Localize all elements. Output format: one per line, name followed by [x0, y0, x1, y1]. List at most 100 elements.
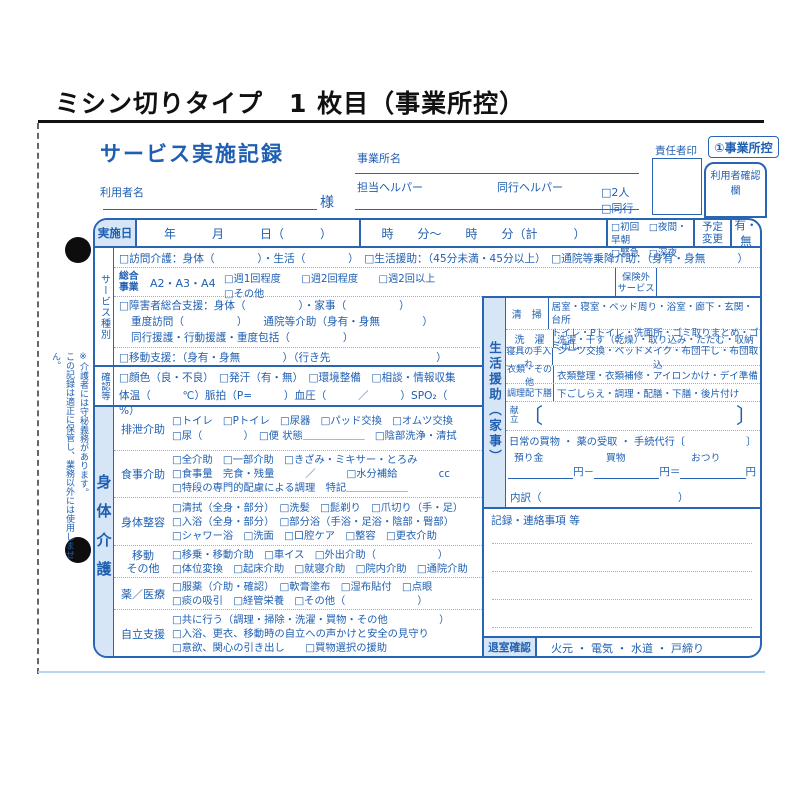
change-amount-field — [680, 466, 746, 479]
care-item-line: □食事量 完食・残量 ／ □水分補給 cc — [172, 468, 450, 480]
accompanying-helper-label: 同行ヘルパー — [497, 181, 563, 194]
housework-row-items: 衣類整理・衣類補修・アイロンかけ・デイ準備 — [557, 370, 758, 382]
date-row: 実施日 年 月 日（ ） 時 分～ 時 分（計 ） □初回 □夜間・早朝 □緊急… — [95, 218, 760, 259]
care-row-label: 薬／医療 — [121, 587, 165, 601]
care-item-line: □入浴（全身・部分） □部分浴（手浴・足浴・陰部・臀部） — [172, 515, 455, 528]
user-confirm-box: 利用者確認欄 — [704, 162, 767, 218]
care-row-excretion: 排泄介助 □トイレ □Pトイレ □尿器 □パッド交換 □オムツ交換 □尿（ ） … — [114, 407, 482, 450]
form-title: サービス実施記録 — [100, 142, 284, 166]
notes-writing-line — [492, 543, 752, 544]
housework-row-laundry: 洗 濯 洗濯・干す（乾燥）・取り込み・たたむ・収納 — [506, 330, 760, 348]
punch-hole — [65, 237, 91, 263]
housework-row-items: 下ごしらえ・調理・配膳・下膳・後片付け — [557, 388, 740, 400]
care-item-line: □シャワー浴 □洗面 □口腔ケア □整容 □更衣介助 — [172, 529, 437, 542]
menu-label: 献 立 — [510, 405, 519, 425]
care-item-line: □尿（ ） □便 状態＿＿＿＿＿＿ □陰部洗浄・清拭 — [172, 429, 457, 442]
notes-writing-line — [492, 571, 752, 572]
notes-writing-line — [492, 627, 752, 628]
care-item-line: □入浴、更衣、移動時の自立への声かけと安全の見守り — [172, 628, 429, 640]
sheet-title: ミシン切りタイプ 1 枚目（事業所控） — [55, 89, 526, 118]
care-row-label: 移動 その他 — [126, 548, 160, 575]
housework-row-label: 洗 濯 — [506, 330, 554, 347]
visiting-care-row: □訪問介護：身体（ ）・生活（ ） □生活援助：（45分未満・45分以上） □通… — [114, 248, 760, 268]
punch-hole — [65, 537, 91, 563]
schedule-change-yes-no: 有・無 — [734, 218, 758, 248]
housework-panel-label: 生活援助（家事） — [484, 298, 506, 507]
time-field: 時 分～ 時 分（計 ） — [361, 220, 608, 246]
main-form: 実施日 年 月 日（ ） 時 分～ 時 分（計 ） □初回 □夜間・早朝 □緊急… — [93, 218, 762, 658]
disability-support-line1: □障害者総合支援：身体（ ）・家事（ ） — [119, 300, 410, 312]
title-divider — [38, 120, 764, 123]
confirmation-label: 確認等 — [95, 367, 114, 405]
housework-panel: 生活援助（家事） 清 掃 居室・寝室・ベッド周り・浴室・廊下・玄関・台所 トイレ… — [482, 296, 760, 656]
sougou-codes: A2・A3・A4 — [150, 277, 216, 290]
care-item-line: □痰の吸引 □経管栄養 □その他（ ） — [172, 594, 428, 607]
care-row-items: □清拭（全身・部分） □洗髪 □髭剃り □爪切り（手・足） □入浴（全身・部分）… — [172, 498, 463, 545]
user-name-field — [103, 196, 317, 210]
care-item-line: □全介助 □一部介助 □きざみ・ミキサー・とろみ — [172, 454, 418, 466]
date-row-label: 実施日 — [95, 220, 137, 246]
physical-care-rows: 排泄介助 □トイレ □Pトイレ □尿器 □パッド交換 □オムツ交換 □尿（ ） … — [114, 407, 482, 656]
deposit-label: 預り金 — [514, 453, 544, 464]
manager-seal-box — [652, 158, 702, 215]
menu-bracket-open: 〔 — [522, 404, 543, 428]
sougou-other-option: □その他 — [224, 289, 265, 300]
care-row-items: □共に行う（調理・掃除・洗濯・買物・その他 ） □入浴、更衣、移動時の自立への声… — [172, 610, 450, 656]
care-item-line: □共に行う（調理・掃除・洗濯・買物・その他 ） — [172, 614, 450, 626]
perforation-line — [37, 123, 39, 674]
housework-row-label: 調理配下膳 — [506, 384, 554, 401]
office-name-label: 事業所名 — [357, 152, 401, 165]
date-field: 年 月 日（ ） — [137, 220, 361, 246]
checkbox-two-people: □2人 — [601, 186, 630, 199]
checkbox-first-night: □初回 □夜間・早朝 — [611, 222, 687, 246]
care-row-items: □服薬（介助・確認） □軟膏塗布 □湿布貼付 □点眼 □痰の吸引 □経管栄養 □… — [172, 578, 432, 609]
care-item-line: □体位変換 □起床介助 □就寝介助 □院内介助 □通院介助 — [172, 562, 468, 575]
disability-support-block: □障害者総合支援：身体（ ）・家事（ ） 重度訪問（ ） 通院等介助（身有・身無… — [114, 297, 480, 365]
breakdown-line: 内訳（ ） — [510, 492, 689, 504]
housework-row-label: 清 掃 — [506, 298, 549, 329]
care-row-items: □トイレ □Pトイレ □尿器 □パッド交換 □オムツ交換 □尿（ ） □便 状態… — [172, 407, 457, 450]
notes-writing-line — [492, 599, 752, 600]
care-row-label: 身体整容 — [121, 515, 165, 529]
mobility-support-line: □移動支援：（身有・身無 ）（行き先 ） — [114, 347, 480, 365]
change-label: おつり — [691, 453, 721, 464]
housework-row-items: 居室・寝室・ベッド周り・浴室・廊下・玄関・台所 トイレ・Pトイレ・洗面所・ゴミ取… — [551, 302, 759, 352]
menu-bracket-close: 〕 — [736, 404, 757, 428]
housework-row-items: シーツ交換・ベッドメイク・布団干し・布団取込 — [557, 345, 759, 371]
notes-label: 記録・連絡事項 等 — [491, 514, 580, 527]
checkbox-urgent-midnight: □緊急 □深夜 — [611, 248, 678, 259]
office-name-field — [355, 160, 639, 174]
non-insurance-service-label: 保険外 サービス — [615, 268, 657, 297]
care-item-line: □トイレ □Pトイレ □尿器 □パッド交換 □オムツ交換 — [172, 415, 454, 427]
care-item-line: □清拭（全身・部分） □洗髪 □髭剃り □爪切り（手・足） — [172, 501, 464, 514]
menu-row: 献 立 〔 〕 — [506, 402, 760, 431]
confirmation-line1: □顔色（良・不良） □発汗（有・無） □環境整備 □相談・情報収集 — [119, 372, 456, 384]
manager-seal-label: 責任者印 — [655, 145, 697, 157]
service-type-label: サービス種別 — [95, 248, 114, 365]
schedule-change-label: 予定 変更 — [695, 220, 732, 246]
purchase-label: 買物 — [606, 453, 626, 464]
care-row-grooming: 身体整容 □清拭（全身・部分） □洗髪 □髭剃り □爪切り（手・足） □入浴（全… — [114, 497, 482, 545]
housework-row-label: 寝具の手入れ — [506, 346, 553, 370]
notes-block: 記録・連絡事項 等 — [484, 507, 760, 636]
yen-minus: 円－ — [573, 466, 595, 478]
confirmation-section: 確認等 □顔色（良・不良） □発汗（有・無） □環境整備 □相談・情報収集 体温… — [95, 365, 482, 417]
sheet-bottom-edge — [38, 671, 765, 673]
care-row-medical: 薬／医療 □服薬（介助・確認） □軟膏塗布 □湿布貼付 □点眼 □痰の吸引 □経… — [114, 577, 482, 609]
housework-row-cooking: 調理配下膳 下ごしらえ・調理・配膳・下膳・後片付け — [506, 384, 760, 402]
deposit-amount-field — [508, 466, 574, 479]
disability-support-line2: 重度訪問（ ） 通院等介助（身有・身無 ） — [131, 316, 433, 328]
care-row-independence: 自立支援 □共に行う（調理・掃除・洗濯・買物・その他 ） □入浴、更衣、移動時の… — [114, 609, 482, 656]
disability-support-line3: 同行援護・行動援護・重度包括（ ） — [131, 332, 354, 344]
visit-type-checkboxes: □初回 □夜間・早朝 □緊急 □深夜 — [608, 220, 695, 259]
copy-number-tag: ①事業所控 — [708, 136, 779, 158]
housework-row-bedding: 寝具の手入れ シーツ交換・ベッドメイク・布団干し・布団取込 — [506, 345, 760, 371]
purchase-amount-field — [594, 466, 660, 479]
housework-row-clothing: 衣類・その他 衣類整理・衣類補修・アイロンかけ・デイ準備 — [506, 365, 760, 388]
shopping-block: 日常の買物 ・ 薬の受取 ・ 手続代行〔 〕 預り金 買物 おつり 円－ 円＝ … — [506, 431, 760, 488]
honorific-sama: 様 — [320, 195, 334, 211]
helper-field — [355, 196, 639, 210]
confirmation-line2: 体温（ ℃）脈拍（P= ）血圧（ ／ ）SPO₂（ %） — [119, 390, 480, 417]
helper-label: 担当ヘルパー — [357, 181, 423, 194]
